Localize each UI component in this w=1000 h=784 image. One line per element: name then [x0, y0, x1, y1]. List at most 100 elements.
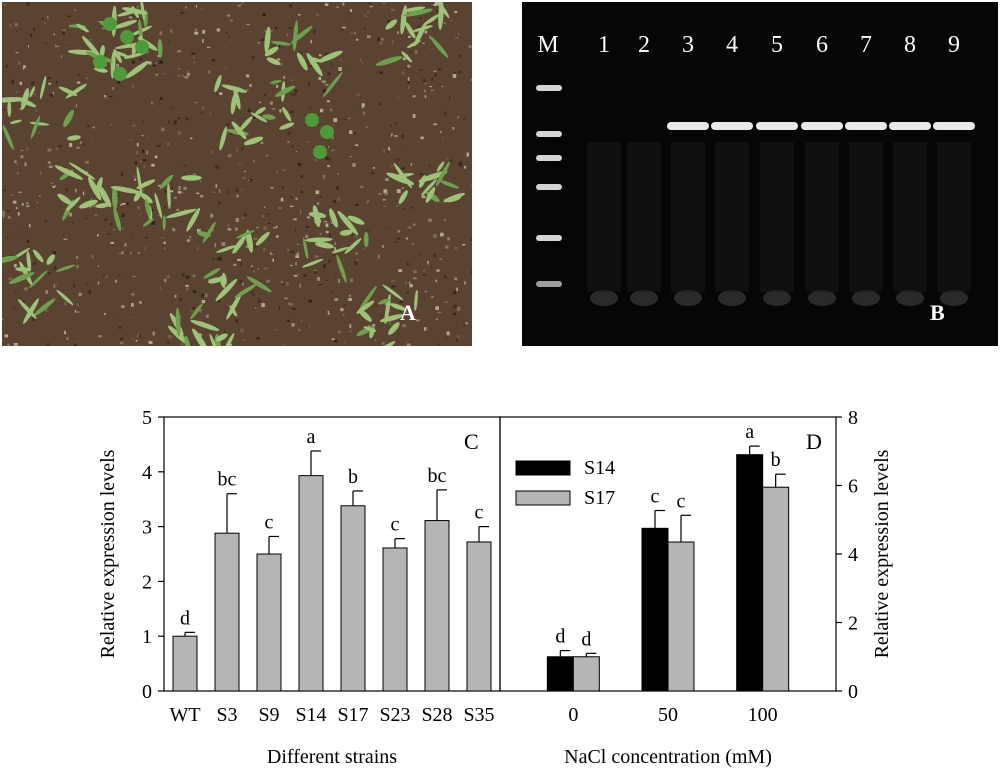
soil-speck — [158, 184, 162, 187]
primer-smear — [674, 290, 702, 306]
soil-texture — [2, 2, 472, 346]
soil-speck — [225, 66, 227, 71]
soil-speck — [15, 291, 17, 293]
soil-speck — [430, 89, 434, 92]
soil-speck — [444, 111, 447, 116]
soil-speck — [445, 335, 447, 340]
soil-speck — [116, 203, 119, 206]
soil-speck — [407, 64, 411, 68]
soil-speck — [41, 17, 44, 20]
soil-speck — [356, 108, 359, 110]
soil-speck — [437, 311, 442, 314]
soil-speck — [282, 344, 285, 346]
seedling-leaf — [302, 237, 309, 260]
soil-speck — [135, 339, 138, 342]
soil-speck — [253, 160, 255, 163]
soil-speck — [336, 186, 339, 190]
soil-speck — [400, 167, 404, 170]
soil-speck — [181, 272, 185, 277]
soil-speck — [363, 27, 367, 30]
soil-speck — [124, 243, 127, 247]
seedling-leaf — [236, 230, 255, 239]
soil-speck — [217, 256, 222, 261]
d-legend-label: S14 — [584, 457, 615, 479]
seedling-leaf — [371, 341, 396, 346]
soil-speck — [102, 274, 106, 276]
soil-speck — [407, 77, 410, 81]
seedling-leaf — [233, 86, 241, 110]
seedling-leaf — [186, 207, 201, 232]
soil-speck — [26, 202, 29, 204]
d-x-tick-label: 100 — [748, 704, 778, 726]
soil-speck — [377, 37, 381, 42]
soil-speck — [332, 123, 334, 126]
soil-speck — [181, 192, 184, 195]
soil-speck — [251, 291, 254, 294]
soil-speck — [74, 309, 76, 313]
soil-speck — [437, 67, 442, 71]
soil-speck — [436, 269, 440, 272]
soil-speck — [64, 330, 66, 335]
soil-speck — [201, 300, 206, 304]
soil-speck — [65, 42, 68, 44]
d-y-tick-label: 4 — [848, 544, 858, 566]
soil-speck — [257, 299, 261, 303]
soil-speck — [301, 319, 303, 323]
ladder-band — [536, 184, 562, 190]
gel-lane-label: 5 — [771, 32, 783, 58]
seedling-leaf — [418, 171, 448, 183]
soil-speck — [191, 52, 196, 55]
soil-speck — [276, 235, 279, 238]
soil-speck — [45, 308, 48, 312]
soil-speck — [152, 101, 154, 106]
primer-smear — [808, 290, 836, 306]
seedling-leaf — [110, 186, 141, 194]
c-significance-letter: bc — [428, 465, 447, 487]
c-x-tick-label: S14 — [295, 704, 326, 726]
soil-speck — [378, 254, 380, 259]
soil-speck — [77, 73, 80, 76]
soil-speck — [17, 212, 20, 216]
soil-speck — [319, 233, 322, 236]
soil-speck — [120, 203, 123, 206]
seedling-leaf — [363, 326, 377, 332]
seedling-leaf — [388, 322, 400, 335]
soil-speck — [48, 82, 52, 85]
seedling-leaf — [445, 196, 462, 203]
d-y-tick-label: 2 — [848, 613, 858, 635]
soil-speck — [401, 134, 405, 139]
soil-speck — [406, 262, 409, 266]
soil-speck — [182, 74, 184, 78]
seedling-leaf — [436, 161, 445, 172]
soil-speck — [327, 259, 331, 264]
soil-speck — [118, 326, 122, 329]
soil-speck — [11, 194, 15, 196]
soil-speck — [197, 228, 201, 233]
soil-speck — [287, 131, 291, 136]
soil-speck — [164, 206, 166, 208]
soil-speck — [141, 149, 144, 154]
lane-smear — [760, 142, 794, 292]
soil-speck — [290, 110, 293, 113]
soil-speck — [248, 179, 250, 181]
soil-speck — [13, 200, 17, 204]
soil-speck — [313, 29, 316, 34]
soil-speck — [86, 282, 89, 285]
soil-speck — [7, 236, 9, 239]
soil-speck — [20, 28, 23, 31]
soil-speck — [456, 287, 458, 291]
soil-speck — [186, 72, 191, 76]
c-significance-letter: c — [265, 511, 274, 533]
soil-speck — [39, 171, 42, 175]
soil-speck — [363, 111, 366, 116]
product-band — [756, 122, 798, 130]
soil-speck — [168, 120, 171, 124]
soil-speck — [252, 294, 256, 296]
soil-speck — [121, 213, 125, 217]
soil-speck — [235, 251, 237, 253]
seedling-leaf — [192, 328, 209, 346]
soil-speck — [394, 122, 398, 125]
soil-speck — [94, 214, 98, 216]
soil-speck — [132, 175, 136, 178]
d-significance-letter: a — [745, 421, 754, 443]
